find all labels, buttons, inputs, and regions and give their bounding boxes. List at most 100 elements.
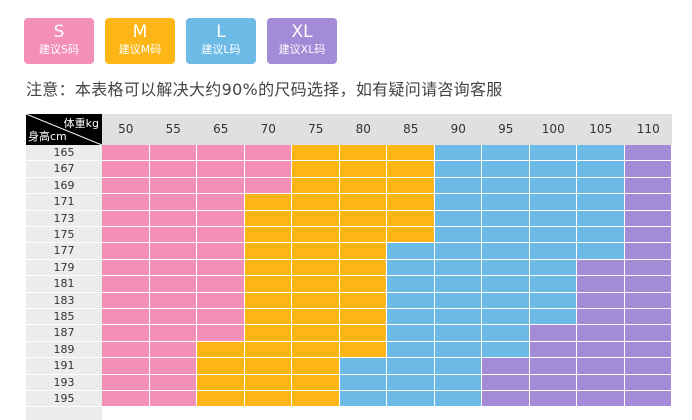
height-row-header: 191 <box>26 358 102 375</box>
size-cell-l <box>482 227 530 244</box>
height-row-header: 169 <box>26 178 102 195</box>
size-cell-s <box>197 325 245 342</box>
size-note: 注意：本表格可以解决大约90%的尺码选择，如有疑问请咨询客服 <box>26 80 503 99</box>
size-cell-l <box>434 325 482 342</box>
size-cell-l <box>577 194 625 211</box>
size-cell-xl <box>482 358 530 375</box>
size-cell-s <box>149 276 197 293</box>
size-cell-xl <box>577 276 625 293</box>
size-cell-s <box>149 259 197 277</box>
size-cell-m <box>339 177 387 195</box>
size-cell-l <box>387 325 435 342</box>
size-cell-xl <box>624 341 672 359</box>
weight-col-header: 50 <box>118 122 134 136</box>
size-cell-m <box>387 177 435 195</box>
size-cell-m <box>244 243 292 260</box>
size-cell-l <box>339 358 387 375</box>
size-cell-m <box>339 227 387 244</box>
size-cell-m <box>244 259 292 277</box>
size-cell-s <box>149 145 197 162</box>
size-cell-xl <box>529 325 577 342</box>
size-cell-xl <box>624 276 672 293</box>
size-cell-l <box>482 292 530 309</box>
size-cell-m <box>339 276 387 293</box>
size-cell-s <box>102 227 150 244</box>
size-cell-xl <box>624 227 672 244</box>
size-cell-m <box>339 243 387 260</box>
size-cell-l <box>482 309 530 326</box>
height-row-header: 181 <box>26 276 102 293</box>
size-cell-xl <box>529 341 577 359</box>
size-cell-l <box>577 227 625 244</box>
size-cell-l <box>387 391 435 408</box>
size-cell-l <box>529 243 577 260</box>
size-chart-table: 体重kg 身高cm 50 55 65 70 75 80 85 90 95 100 105 110 165… <box>26 114 672 420</box>
size-cell-s <box>149 243 197 260</box>
size-cell-m <box>387 161 435 178</box>
size-cell-s <box>197 177 245 195</box>
header-row <box>26 114 672 145</box>
size-cell-m <box>292 145 340 162</box>
legend-xl-size: XL <box>291 22 313 42</box>
size-cell-s <box>197 210 245 227</box>
corner-height-label: 身高cm <box>28 130 67 143</box>
size-cell-m <box>292 276 340 293</box>
size-cell-l <box>339 374 387 391</box>
corner-weight-label: 体重kg <box>63 117 99 130</box>
size-cell-l <box>434 210 482 227</box>
size-cell-m <box>339 341 387 359</box>
height-row-header: 165 <box>26 145 102 162</box>
size-cell-m <box>244 309 292 326</box>
size-cell-m <box>244 194 292 211</box>
size-cell-s <box>102 358 150 375</box>
size-cell-m <box>244 391 292 408</box>
size-cell-m <box>197 341 245 359</box>
size-cell-l <box>434 309 482 326</box>
size-cell-m <box>292 259 340 277</box>
legend-s-size: S <box>53 22 65 42</box>
size-cell-l <box>434 177 482 195</box>
height-row-header: 179 <box>26 260 102 277</box>
size-cell-xl <box>624 243 672 260</box>
size-cell-l <box>482 177 530 195</box>
size-cell-l <box>434 276 482 293</box>
size-cell-m <box>197 358 245 375</box>
weight-col-header: 100 <box>541 122 565 136</box>
height-row-header: 167 <box>26 161 102 178</box>
size-cell-xl <box>577 325 625 342</box>
size-cell-l <box>529 210 577 227</box>
size-cell-l <box>482 259 530 277</box>
size-cell-l <box>387 243 435 260</box>
corner-diagonal <box>26 114 102 145</box>
size-cell-m <box>292 161 340 178</box>
size-cell-xl <box>624 177 672 195</box>
size-cell-xl <box>529 391 577 408</box>
size-cell-l <box>434 341 482 359</box>
size-cell-s <box>244 145 292 162</box>
size-cell-xl <box>482 374 530 391</box>
size-cell-l <box>434 292 482 309</box>
height-row-header: 171 <box>26 194 102 211</box>
size-cell-xl <box>482 391 530 408</box>
legend-l-label: 建议L码 <box>201 43 241 56</box>
size-cell-s <box>197 161 245 178</box>
size-cell-m <box>244 227 292 244</box>
size-cell-l <box>387 358 435 375</box>
size-cell-s <box>197 292 245 309</box>
weight-col-header: 95 <box>498 122 514 136</box>
size-cell-xl <box>624 391 672 408</box>
height-row-header: 173 <box>26 211 102 227</box>
size-cell-s <box>102 177 150 195</box>
size-cell-m <box>244 325 292 342</box>
size-cell-s <box>102 145 150 162</box>
size-cell-m <box>339 292 387 309</box>
size-cell-xl <box>577 292 625 309</box>
size-cell-l <box>482 325 530 342</box>
size-cell-xl <box>624 259 672 277</box>
size-cell-s <box>197 243 245 260</box>
size-cell-m <box>292 292 340 309</box>
size-cell-l <box>434 243 482 260</box>
size-cell-m <box>244 276 292 293</box>
size-cell-l <box>434 391 482 408</box>
size-cell-l <box>529 161 577 178</box>
